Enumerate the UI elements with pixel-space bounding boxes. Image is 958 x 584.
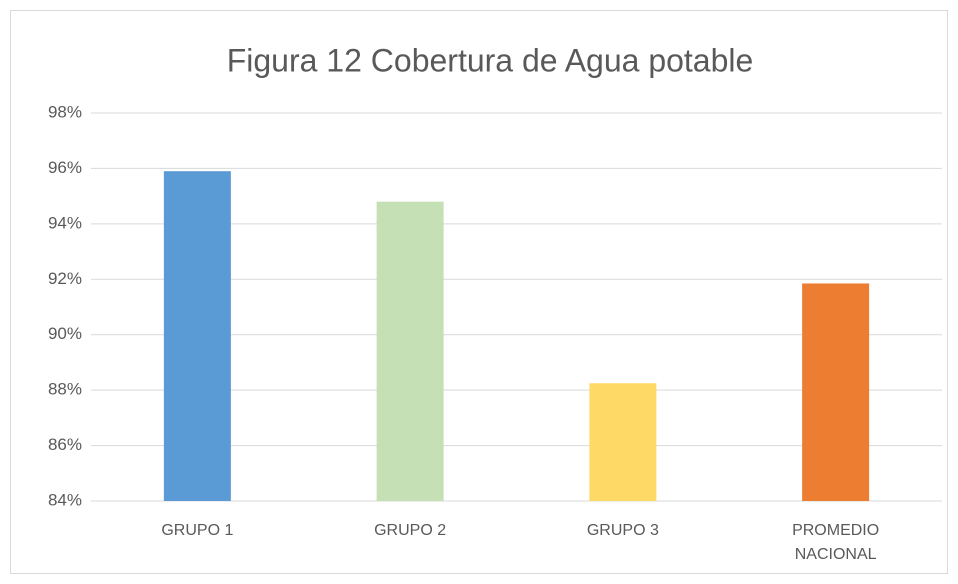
y-tick-label: 84% — [48, 490, 82, 509]
y-tick-label: 92% — [48, 269, 82, 288]
y-tick-label: 88% — [48, 380, 82, 399]
y-tick-label: 98% — [48, 102, 82, 121]
bar — [589, 383, 657, 501]
x-tick-label: GRUPO 1 — [161, 522, 234, 539]
bar — [802, 283, 870, 501]
bar — [376, 201, 444, 501]
x-tick-label: GRUPO 2 — [374, 522, 447, 539]
y-tick-label: 90% — [48, 324, 82, 343]
chart-title: Figura 12 Cobertura de Agua potable — [227, 42, 754, 78]
y-tick-label: 96% — [48, 158, 82, 177]
y-tick-label: 86% — [48, 435, 82, 454]
x-tick-label: GRUPO 3 — [586, 522, 659, 539]
x-tick-label: PROMEDIO NACIONAL — [792, 522, 880, 563]
bar — [163, 171, 231, 501]
y-tick-label: 94% — [48, 213, 82, 232]
